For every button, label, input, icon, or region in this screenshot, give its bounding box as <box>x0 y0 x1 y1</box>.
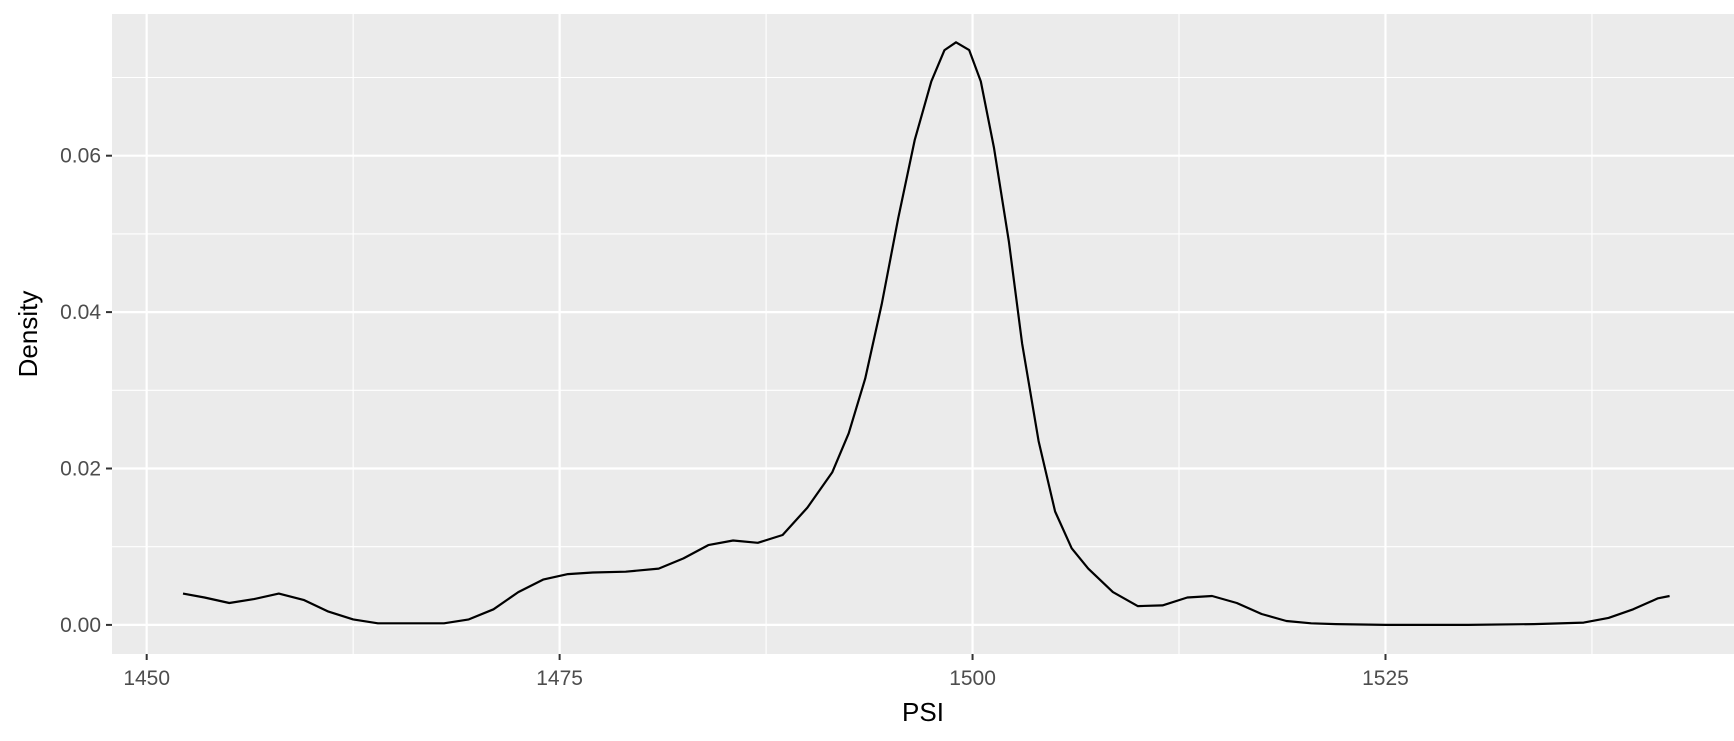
y-axis-title: Density <box>13 291 43 378</box>
y-tick-label-3: 0.06 <box>60 145 101 168</box>
x-axis-ticks: 1450 1475 1500 1525 <box>123 654 1409 690</box>
density-curve <box>182 41 1670 626</box>
x-tick-label-0: 1450 <box>123 667 170 690</box>
y-tick-label-0: 0.00 <box>60 614 101 637</box>
y-axis-ticks: 0.00 0.02 0.04 0.06 <box>60 145 112 637</box>
y-tick-label-2: 0.04 <box>60 301 101 324</box>
x-tick-label-2: 1500 <box>949 667 996 690</box>
minor-gridlines <box>112 14 1734 654</box>
plot-panel <box>112 14 1734 654</box>
x-tick-label-1: 1475 <box>536 667 583 690</box>
major-gridlines <box>112 14 1734 654</box>
x-axis-title: PSI <box>902 697 944 727</box>
y-tick-label-1: 0.02 <box>60 458 101 481</box>
x-tick-label-3: 1525 <box>1362 667 1409 690</box>
